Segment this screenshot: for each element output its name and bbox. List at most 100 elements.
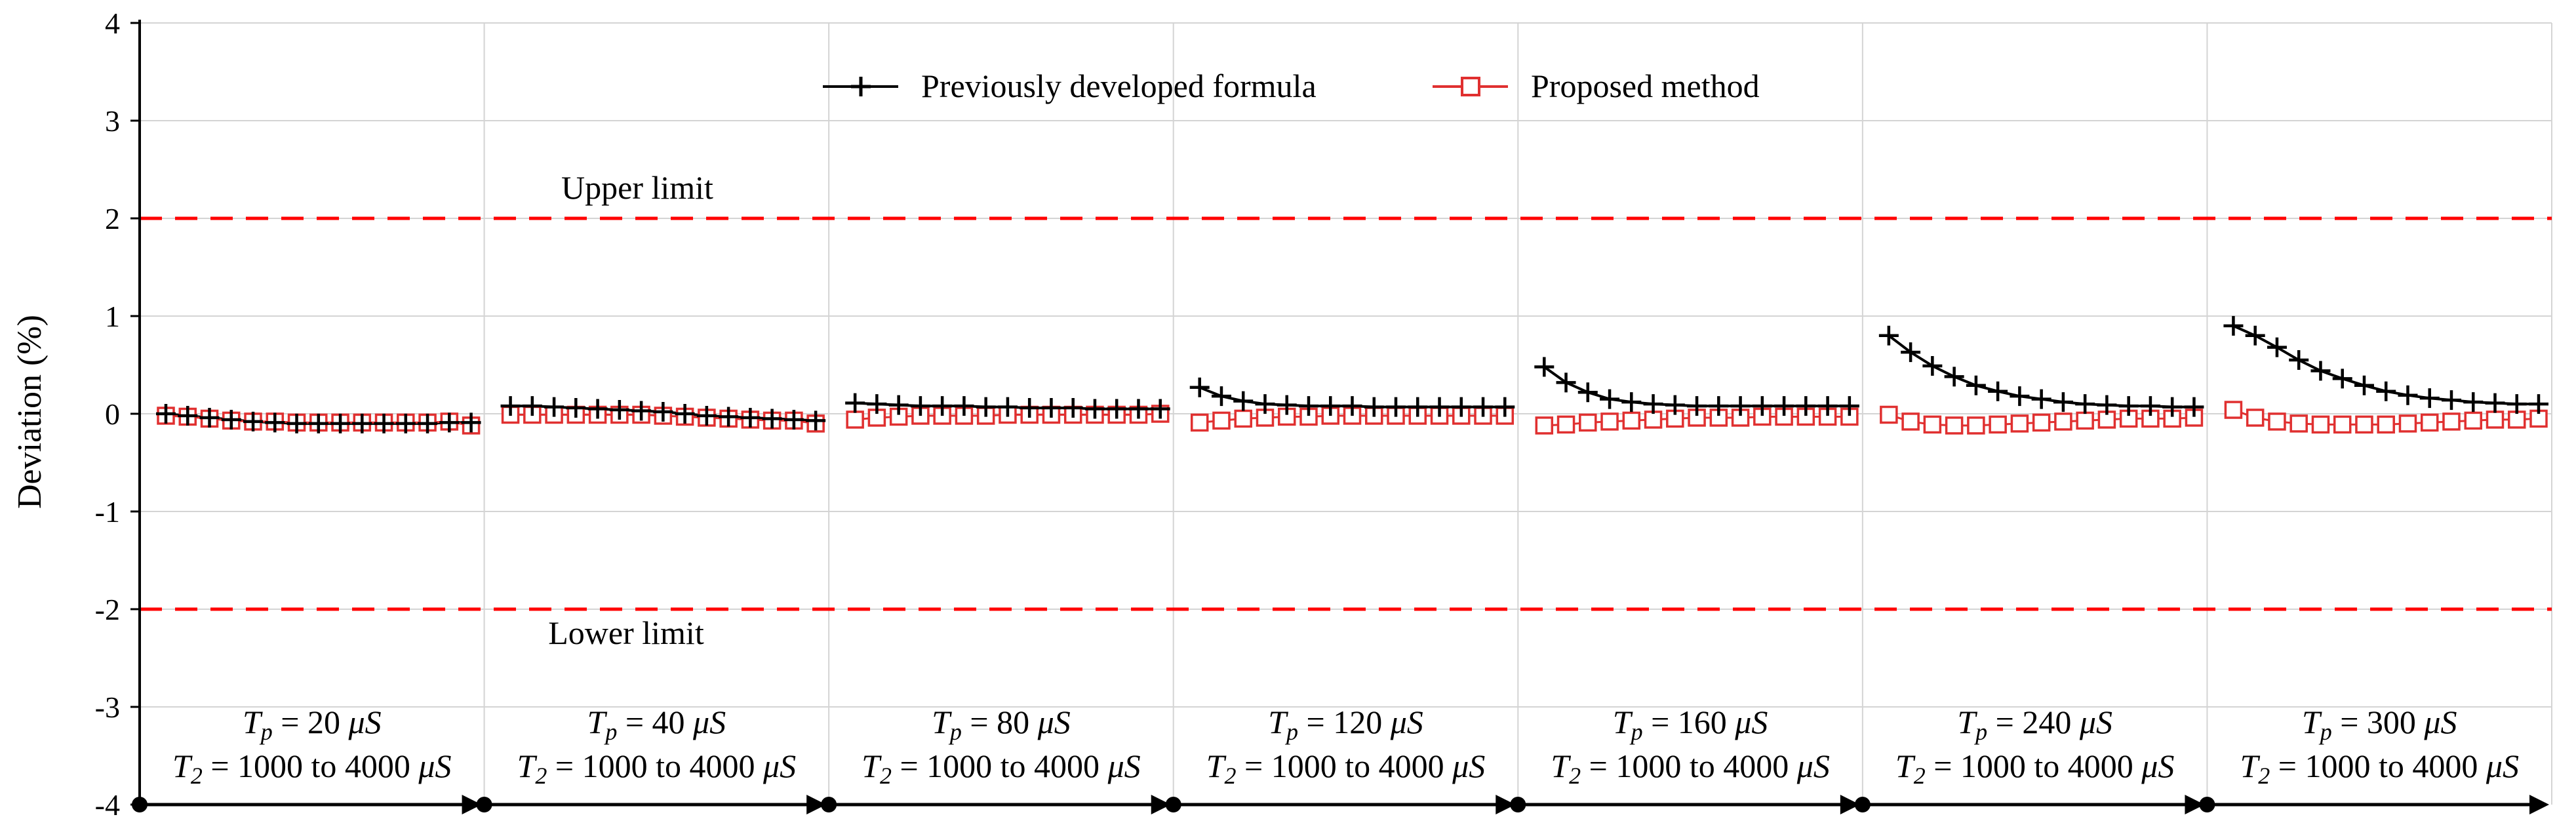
- proposed-point: [2442, 412, 2461, 431]
- t2-symbol: T: [1206, 748, 1227, 784]
- previous-point: [1255, 394, 1275, 414]
- proposed-point: [2054, 412, 2072, 431]
- t2-symbol: T: [1551, 748, 1571, 784]
- t2-unit: μS: [418, 748, 451, 784]
- previous-point: [2419, 388, 2440, 409]
- previous-point: [2118, 396, 2139, 416]
- tp-subscript: p: [603, 719, 617, 745]
- segment-t2-label: T2 = 1000 to 4000 μS: [862, 748, 1141, 789]
- tp-value: = 20: [273, 704, 349, 740]
- segment-t2-label: T2 = 1000 to 4000 μS: [1206, 748, 1486, 789]
- t2-unit: μS: [2486, 748, 2519, 784]
- t2-subscript: 2: [2258, 763, 2270, 789]
- t2-symbol: T: [2240, 748, 2260, 784]
- tp-value: = 40: [617, 704, 693, 740]
- previous-point: [1556, 372, 1576, 393]
- segment-tp-label: Tp = 160 μS: [1613, 704, 1768, 745]
- proposed-point: [1234, 409, 1252, 428]
- previous-point: [783, 409, 804, 430]
- previous-point: [910, 396, 930, 416]
- previous-point: [1901, 342, 1921, 363]
- segment-t2-label: T2 = 1000 to 4000 μS: [517, 748, 797, 789]
- previous-point: [1298, 396, 1318, 416]
- previous-point: [2162, 397, 2183, 417]
- upper-limit-label: Upper limit: [561, 169, 713, 206]
- previous-point: [2184, 397, 2204, 417]
- proposed-point: [2076, 411, 2094, 430]
- segment-tp-label: Tp = 240 μS: [1957, 704, 2112, 745]
- segment-t2-label: T2 = 1000 to 4000 μS: [172, 748, 452, 789]
- previous-point: [1107, 399, 1127, 419]
- segment-start-dot: [1165, 797, 1181, 812]
- proposed-point: [1901, 412, 1920, 431]
- tp-subscript: p: [948, 719, 962, 745]
- tp-symbol: T: [2302, 704, 2322, 740]
- proposed-point: [2224, 401, 2243, 419]
- t2-unit: μS: [1796, 748, 1830, 784]
- previous-point: [156, 404, 176, 424]
- previous-point: [330, 413, 351, 433]
- t2-subscript: 2: [880, 763, 892, 789]
- previous-point: [2507, 394, 2527, 414]
- previous-point: [587, 399, 608, 419]
- previous-point: [762, 409, 782, 429]
- tp-symbol: T: [243, 704, 263, 740]
- tp-symbol: T: [932, 704, 952, 740]
- y-tick-label: 4: [105, 7, 120, 40]
- segment-arrow-head: [1151, 795, 1171, 814]
- previous-point: [1839, 396, 1859, 416]
- previous-point: [2332, 369, 2352, 389]
- legend-proposed-label: Proposed method: [1531, 68, 1760, 104]
- proposed-point: [1622, 411, 1641, 430]
- segment-start-dot: [1854, 797, 1871, 812]
- previous-point: [1665, 395, 1685, 415]
- y-tick-label: 2: [105, 202, 120, 235]
- y-tick-label: -2: [95, 593, 120, 626]
- legend: Previously developed formula Proposed me…: [823, 68, 1760, 104]
- previous-point: [1211, 386, 1231, 407]
- segment-t2-label: T2 = 1000 to 4000 μS: [1551, 748, 1830, 789]
- previous-point: [2267, 337, 2287, 357]
- previous-point: [1730, 396, 1751, 416]
- tp-subscript: p: [259, 719, 273, 745]
- previous-point: [1364, 397, 1384, 417]
- previous-point: [675, 404, 695, 424]
- previous-point: [2245, 325, 2265, 346]
- previous-point: [1966, 375, 1986, 395]
- previous-point: [2376, 381, 2396, 401]
- previous-point: [2398, 385, 2418, 405]
- previous-point: [395, 413, 416, 433]
- previous-point: [243, 411, 264, 431]
- legend-previous-label: Previously developed formula: [921, 68, 1317, 104]
- previous-point: [1600, 389, 1620, 409]
- previous-point: [418, 413, 438, 433]
- previous-point: [954, 396, 974, 416]
- y-tick-label: 3: [105, 104, 120, 138]
- previous-point: [1041, 398, 1061, 418]
- t2-symbol: T: [517, 748, 538, 784]
- segment-start-dot: [476, 797, 492, 812]
- series: [156, 315, 2548, 435]
- tp-unit: μS: [347, 704, 381, 740]
- tp-subscript: p: [1629, 719, 1643, 745]
- previous-point: [2289, 350, 2309, 370]
- t2-value: = 1000 to 4000: [547, 748, 763, 784]
- t2-value: = 1000 to 4000: [2270, 748, 2486, 784]
- previous-point: [1621, 392, 1642, 412]
- previous-point: [2441, 390, 2461, 410]
- proposed-point: [2507, 410, 2526, 429]
- previous-point: [1150, 399, 1170, 419]
- previous-point: [997, 397, 1018, 417]
- segment-arrow-head: [2185, 795, 2205, 814]
- t2-subscript: 2: [535, 763, 547, 789]
- t2-subscript: 2: [1225, 763, 1237, 789]
- proposed-point: [2486, 410, 2505, 429]
- previous-point: [1063, 398, 1083, 418]
- previous-point: [1189, 377, 1210, 397]
- proposed-point: [2420, 413, 2439, 432]
- segment-arrow-head: [1840, 795, 1860, 814]
- previous-point: [374, 413, 394, 433]
- tp-value: = 120: [1298, 704, 1391, 740]
- previous-point: [221, 409, 241, 430]
